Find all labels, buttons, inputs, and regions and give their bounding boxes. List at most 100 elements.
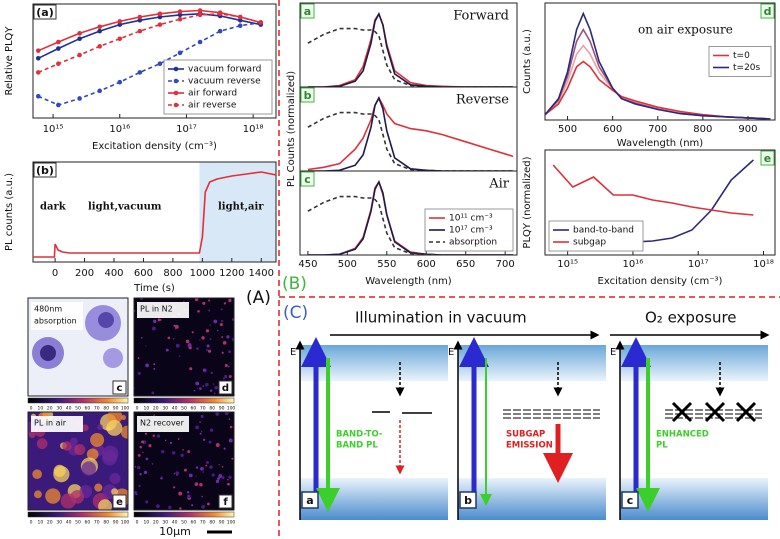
map-speckle [228,418,231,420]
map-speckle [137,357,140,360]
data-point [217,11,223,17]
data-point [137,17,143,23]
map-letter: d [222,383,229,394]
map: PL in N2 d 0 10 20 30 40 50 60 70 80 90 100 [133,297,235,412]
colorbar-tick: 50 [181,520,187,526]
legend-label: vacuum reverse [188,77,261,87]
map-speckle [86,448,99,461]
x-tick-label: 10¹⁷ [688,259,709,270]
map-speckle [155,504,160,509]
map-speckle [145,363,149,368]
x-tick-label: 700 [496,259,515,270]
map-speckle [221,465,224,468]
data-point [35,70,41,75]
map-speckle [188,473,193,478]
map-letter: e [116,497,123,508]
map-speckle [209,389,213,392]
map-speckle [90,432,105,447]
energy-label: E [290,347,296,358]
valence-band [458,478,606,520]
x-tick-label: 200 [75,268,94,279]
series-line [307,111,514,171]
map-letter-box [218,380,233,395]
map-speckle [205,464,208,467]
data-point [56,102,61,108]
map-speckle [157,318,161,322]
panel-label-box [33,162,57,178]
x-tick-label: 10¹⁷ [176,124,197,135]
colorbar-tick: 40 [172,520,178,526]
conduction-band [300,345,448,381]
map-speckle [207,502,210,506]
map-speckle [94,483,103,492]
map-speckle [174,324,179,329]
x-tick-label: 1000 [190,268,215,279]
y-axis-label: PLQY (normalized) [522,156,533,248]
x-tick-label: 1200 [219,268,244,279]
panel-label-box [300,3,315,19]
map-title-box [31,302,83,330]
data-point [56,46,61,51]
data-point [197,8,203,13]
map-speckle [201,336,205,340]
series-line [37,9,262,52]
annotation: dark [40,202,67,213]
x-tick-label: 1400 [249,268,274,279]
colorbar-tick: 60 [85,520,91,526]
map-speckle [199,421,201,423]
panel-title: Reverse [456,93,509,108]
map-speckle [178,491,183,496]
panel-letter: a [306,494,313,507]
map-speckle [215,479,220,484]
map-speckle [74,444,86,456]
panel-letter: b [464,494,472,507]
panel-label-box [760,150,775,166]
map-speckle [152,434,156,437]
colorbar-tick: 90 [113,520,119,526]
map-speckle [153,414,156,416]
x-tick-label: 500 [558,124,577,135]
map-speckle [223,447,226,450]
map-speckle [209,338,212,341]
series-line [33,171,276,258]
panel-label-box [300,87,315,103]
colorbar-tick: 50 [75,406,81,412]
map-speckle [226,335,230,339]
map-speckle [220,308,223,311]
colorbar-tick: 10 [38,520,44,526]
legend-box [708,46,772,77]
map-speckle [140,337,143,339]
colorbar-tick: 100 [227,406,236,412]
map-title-box [137,302,189,318]
map-speckle [199,482,203,487]
data-point [97,88,102,94]
map-speckle [145,345,147,347]
panel-label: d [764,5,772,18]
map-speckle [201,495,203,498]
legend-label: air reverse [188,101,237,111]
panel-letter-box [301,491,319,509]
colorbar-tick: 60 [191,520,197,526]
map-speckle [227,482,230,486]
data-point [237,17,243,23]
data-point [258,20,264,25]
y-axis-label: PL Counts (normalized) [286,71,297,187]
map-speckle [209,428,214,432]
map-speckle [70,437,78,446]
map-speckle [141,440,144,444]
map-speckle [214,385,219,390]
x-tick-label: 900 [738,124,757,135]
map-speckle [53,466,70,483]
map-speckle [229,425,233,429]
panel-letter-box [621,491,639,509]
quench-cross [704,401,726,423]
data-point [35,93,41,99]
map-speckle [98,499,113,510]
map-title-box [31,416,83,432]
colorbar-tick: 30 [56,406,62,412]
map-speckle [120,425,128,439]
map-letter-box [112,494,127,509]
map-speckle [228,298,232,303]
panel-title: Air [488,177,510,192]
x-tick-label: 0 [52,268,58,279]
